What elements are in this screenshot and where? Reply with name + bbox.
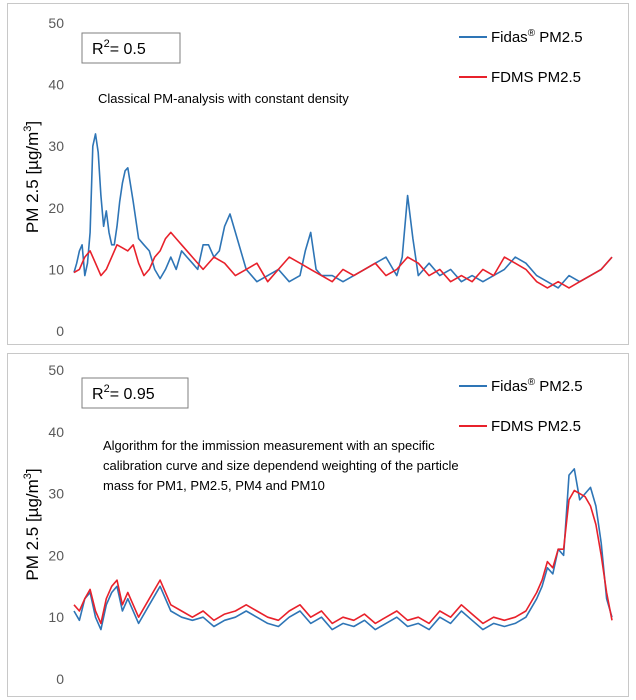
r-squared-label: R2= 0.5	[92, 38, 146, 58]
y-tick-label: 10	[48, 609, 64, 625]
y-tick-label: 0	[56, 323, 64, 339]
legend-label-fdms: FDMS PM2.5	[491, 69, 581, 86]
legend-label-fdms: FDMS PM2.5	[491, 418, 581, 435]
chart-top: 0 10 20 30 40 50 PM 2.5 [µg/m3] R2= 0.5 Fidas® P…	[22, 15, 613, 339]
series-line-fidas	[73, 468, 613, 631]
chart-panel-top: 0 10 20 30 40 50 PM 2.5 [µg/m3] R2= 0.5 Fidas® P…	[7, 3, 629, 345]
legend-label-fidas: Fidas® PM2.5	[491, 377, 583, 395]
y-tick-label: 50	[48, 362, 64, 378]
legend-label-fidas: Fidas® PM2.5	[491, 28, 583, 46]
y-tick-label: 20	[48, 200, 64, 216]
chart-annotation: Algorithm for the immission measurement …	[103, 438, 435, 453]
y-tick-label: 0	[56, 671, 64, 687]
r-squared-label: R2= 0.95	[92, 383, 155, 403]
chart-annotation: calibration curve and size dependend wei…	[103, 458, 459, 473]
y-tick-label: 10	[48, 261, 64, 277]
chart-panel-bottom: 0 10 20 30 40 50 PM 2.5 [µg/m3] R2= 0.95 Fidas® …	[7, 353, 629, 697]
r-squared-box	[81, 377, 189, 409]
y-axis-label: PM 2.5 [µg/m3]	[22, 468, 42, 580]
y-tick-label: 40	[48, 424, 64, 440]
chart-annotation: mass for PM1, PM2.5, PM4 and PM10	[103, 478, 325, 493]
chart-bottom: 0 10 20 30 40 50 PM 2.5 [µg/m3] R2= 0.95 Fidas® …	[22, 362, 613, 687]
y-axis-label: PM 2.5 [µg/m3]	[22, 121, 42, 233]
series-line-fdms	[73, 231, 613, 289]
chart-annotation: Classical PM-analysis with constant dens…	[98, 91, 349, 106]
y-tick-label: 50	[48, 15, 64, 31]
y-tick-label: 20	[48, 547, 64, 563]
series-line-fidas	[73, 133, 613, 289]
r-squared-box	[81, 32, 181, 64]
y-tick-label: 40	[48, 77, 64, 93]
series-line-fdms	[73, 489, 613, 625]
y-tick-label: 30	[48, 486, 64, 502]
y-tick-label: 30	[48, 138, 64, 154]
